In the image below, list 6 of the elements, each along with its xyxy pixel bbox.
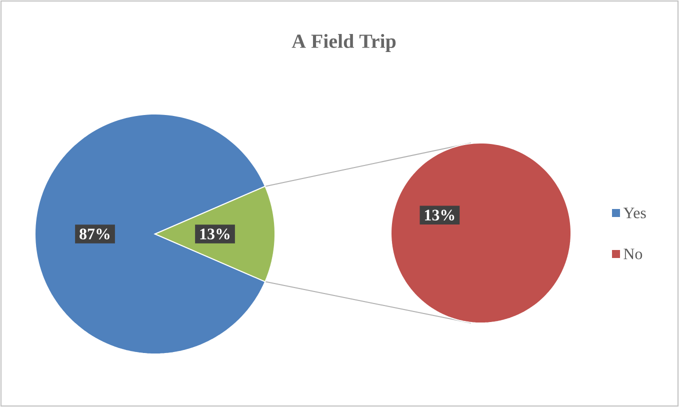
data-label: 13%: [200, 228, 230, 240]
legend-label: No: [624, 248, 642, 260]
data-label: 87%: [80, 228, 110, 240]
data-label: 13%: [425, 210, 454, 221]
chart-title: A Field Trip: [292, 34, 396, 52]
legend-label: Yes: [623, 208, 646, 218]
